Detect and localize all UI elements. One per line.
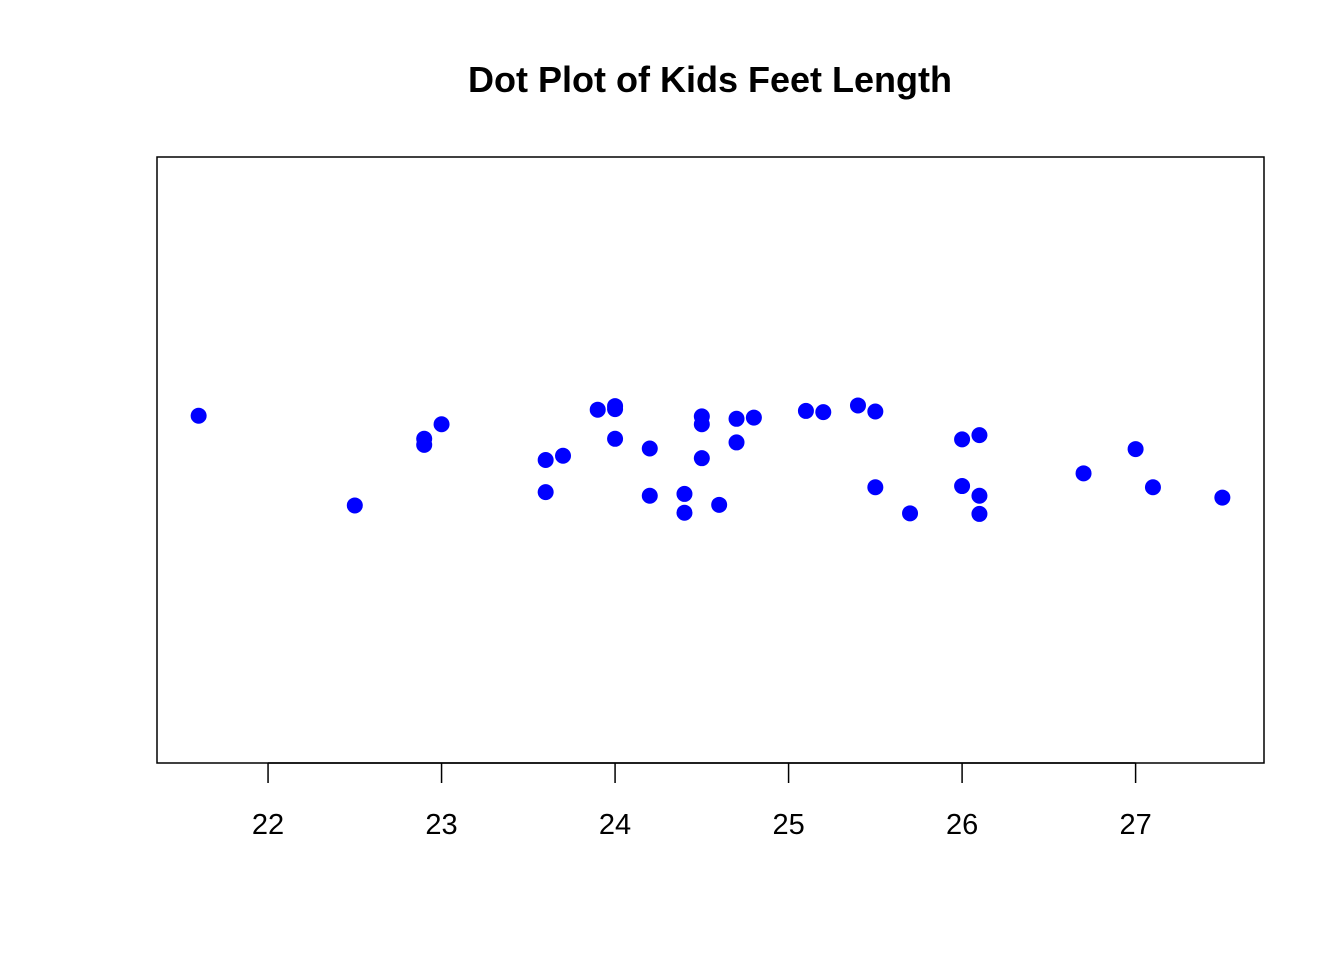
data-point — [971, 487, 988, 504]
data-point — [971, 505, 988, 522]
data-point — [797, 402, 814, 419]
x-tick-label: 26 — [946, 809, 978, 841]
data-point — [1127, 441, 1144, 458]
data-point — [537, 452, 554, 468]
data-point — [433, 416, 450, 433]
data-point — [693, 450, 710, 467]
x-tick-label: 24 — [599, 809, 631, 841]
data-point — [867, 479, 884, 496]
data-point — [815, 404, 832, 421]
data-point — [537, 484, 554, 501]
chart-title: Dot Plot of Kids Feet Length — [468, 59, 952, 100]
data-point — [902, 505, 919, 522]
x-tick-label: 22 — [252, 809, 284, 841]
x-tick-label: 25 — [772, 809, 804, 841]
x-tick-label: 27 — [1119, 809, 1151, 841]
data-point — [416, 436, 433, 453]
points-layer — [190, 397, 1231, 522]
x-axis: 22 23 24 25 26 27 — [252, 762, 1152, 841]
data-point — [728, 410, 745, 427]
data-point — [589, 401, 606, 418]
data-point — [607, 430, 624, 447]
data-point — [693, 416, 710, 433]
plot-frame — [156, 156, 1265, 764]
data-point — [711, 496, 728, 513]
data-point — [676, 504, 693, 521]
data-point — [1075, 465, 1092, 482]
data-point — [849, 397, 866, 414]
data-point — [346, 497, 363, 514]
data-point — [1214, 489, 1231, 506]
data-point — [641, 487, 658, 504]
data-point — [745, 409, 762, 426]
data-point — [1144, 479, 1161, 496]
data-point — [676, 485, 693, 502]
data-point — [954, 431, 971, 448]
x-tick-label: 23 — [425, 809, 457, 841]
data-point — [607, 401, 624, 418]
data-point — [867, 403, 884, 420]
data-point — [728, 434, 745, 451]
data-point — [555, 447, 572, 464]
data-point — [971, 427, 988, 444]
data-point — [190, 407, 207, 424]
data-point — [954, 478, 971, 495]
data-point — [641, 440, 658, 457]
